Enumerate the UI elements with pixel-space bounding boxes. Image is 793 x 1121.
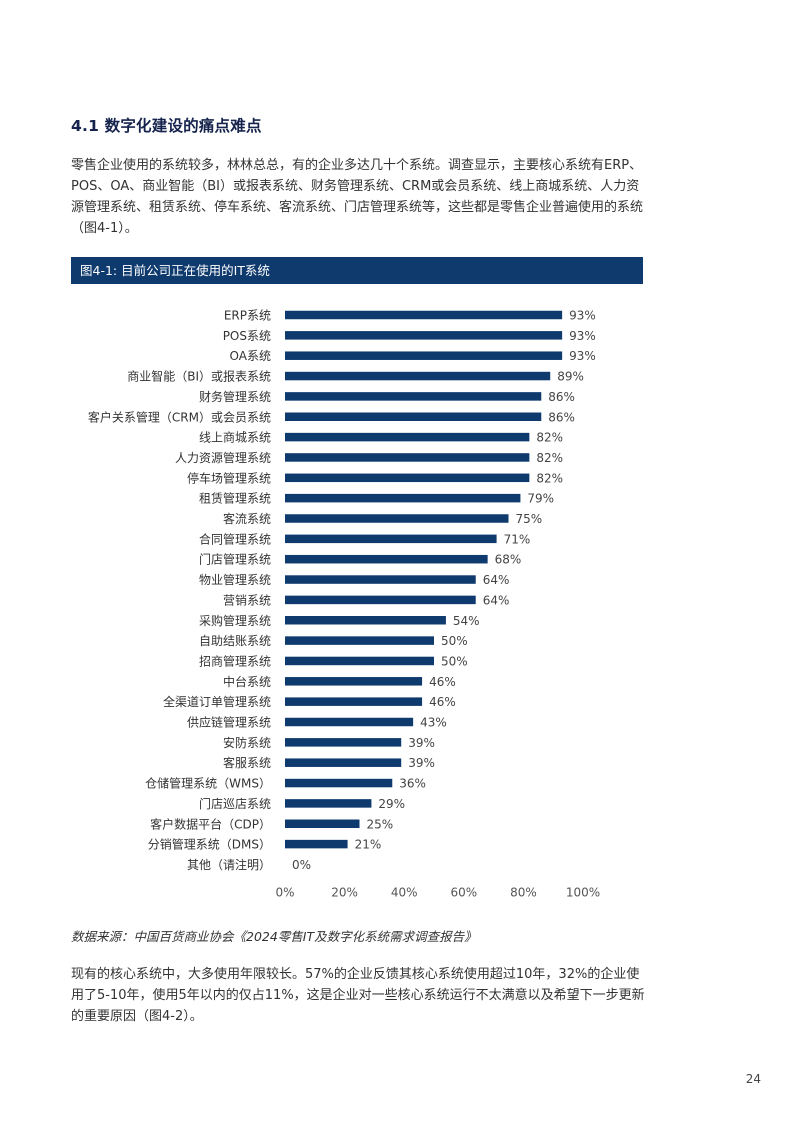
category-label: 客户数据平台（CDP）: [150, 816, 271, 831]
bar: [285, 677, 423, 686]
bar-chart: ERP系统 93% POS系统 93% OA系统 93% 商业智能（BI）或报表系统 89% 财…: [88, 309, 600, 900]
page-number: 24: [745, 1072, 761, 1086]
category-label: 仓储管理系统（WMS）: [145, 776, 271, 791]
category-label: 合同管理系统: [199, 531, 271, 546]
category-label: 线上商城系统: [199, 430, 271, 445]
category-label: 商业智能（BI）或报表系统: [127, 369, 271, 384]
data-label: 75%: [516, 512, 543, 526]
bar: [285, 656, 434, 666]
data-label: 46%: [429, 675, 456, 689]
category-label: 财务管理系统: [199, 389, 271, 404]
bar: [285, 839, 348, 849]
data-label: 54%: [453, 614, 480, 628]
bar: [285, 453, 530, 462]
figure-title: 图4-1: 目前公司正在使用的IT系统: [80, 263, 270, 278]
x-tick-label: 80%: [510, 885, 537, 899]
category-label: 人力资源管理系统: [175, 450, 271, 465]
bar: [285, 351, 563, 360]
data-label: 82%: [536, 471, 563, 485]
bar: [285, 595, 476, 605]
bar: [285, 331, 563, 340]
bar: [285, 554, 488, 564]
data-label: 68%: [495, 553, 522, 567]
category-label: 其他（请注明）: [187, 857, 271, 872]
data-label: 43%: [420, 716, 447, 730]
category-label: POS系统: [223, 329, 271, 343]
bar: [285, 310, 563, 320]
data-label: 79%: [527, 492, 554, 506]
data-label: 50%: [441, 634, 468, 648]
x-tick-label: 40%: [391, 885, 418, 899]
data-label: 21%: [355, 838, 382, 852]
intro-paragraph: 零售企业使用的系统较多，林林总总，有的企业多达几十个系统。调查显示，主要核心系统…: [71, 158, 644, 236]
data-label: 82%: [536, 451, 563, 465]
data-label: 39%: [408, 736, 435, 750]
bar: [285, 738, 402, 747]
data-label: 82%: [536, 431, 563, 445]
category-label: 门店巡店系统: [199, 796, 271, 811]
second-paragraph: 现有的核心系统中，大多使用年限较长。57%的企业反馈其核心系统使用超过10年，3…: [71, 967, 645, 1024]
data-label: 71%: [504, 532, 531, 546]
category-label: 全渠道订单管理系统: [163, 694, 271, 709]
category-label: 客流系统: [223, 511, 271, 526]
bar: [285, 534, 497, 544]
bar: [285, 799, 372, 808]
data-label: 93%: [569, 329, 596, 343]
data-label: 36%: [399, 777, 426, 791]
bar: [285, 432, 530, 442]
category-label: 营销系统: [223, 593, 271, 607]
x-tick-label: 100%: [566, 885, 600, 899]
data-label: 86%: [548, 390, 575, 404]
data-label: 0%: [292, 858, 311, 872]
category-label: 分销管理系统（DMS）: [148, 837, 271, 852]
category-label: 物业管理系统: [199, 572, 271, 587]
data-label: 46%: [429, 695, 456, 709]
category-label: ERP系统: [224, 309, 271, 323]
bar: [285, 697, 423, 706]
category-label: 租赁管理系统: [199, 491, 271, 506]
data-label: 93%: [569, 309, 596, 323]
bar: [285, 493, 521, 503]
x-tick-label: 60%: [450, 885, 477, 899]
category-label: 安防系统: [223, 735, 271, 750]
bar: [285, 616, 446, 625]
category-label: 客服系统: [223, 755, 271, 770]
category-label: OA系统: [230, 349, 271, 363]
bar: [285, 758, 402, 767]
bar: [285, 819, 360, 828]
bar: [285, 371, 551, 381]
x-tick-label: 0%: [275, 885, 294, 899]
bar: [285, 778, 393, 788]
bar: [285, 514, 509, 523]
bar: [285, 717, 414, 727]
category-label: 自助结账系统: [199, 634, 271, 648]
category-label: 采购管理系统: [199, 613, 271, 628]
data-label: 50%: [441, 654, 468, 668]
data-source: 数据来源：中国百货商业协会《2024零售IT及数字化系统需求调查报告》: [71, 929, 477, 944]
bar: [285, 392, 542, 401]
x-tick-label: 20%: [331, 885, 358, 899]
figure-title-bar: 图4-1: 目前公司正在使用的IT系统: [71, 257, 643, 284]
data-label: 64%: [483, 593, 510, 607]
data-label: 39%: [408, 756, 435, 770]
data-label: 89%: [557, 370, 584, 384]
category-label: 招商管理系统: [199, 653, 271, 668]
category-label: 停车场管理系统: [187, 470, 271, 485]
data-label: 25%: [367, 817, 394, 831]
category-label: 门店管理系统: [199, 552, 271, 567]
bar: [285, 636, 434, 645]
category-label: 客户关系管理（CRM）或会员系统: [88, 409, 271, 424]
section-title: 4.1 数字化建设的痛点难点: [71, 117, 262, 135]
data-label: 86%: [548, 410, 575, 424]
data-label: 93%: [569, 349, 596, 363]
category-label: 中台系统: [223, 674, 271, 689]
bar: [285, 473, 530, 483]
bar: [285, 412, 542, 421]
data-label: 64%: [483, 573, 510, 587]
data-label: 29%: [378, 797, 405, 811]
bar: [285, 575, 476, 584]
category-label: 供应链管理系统: [187, 715, 271, 730]
